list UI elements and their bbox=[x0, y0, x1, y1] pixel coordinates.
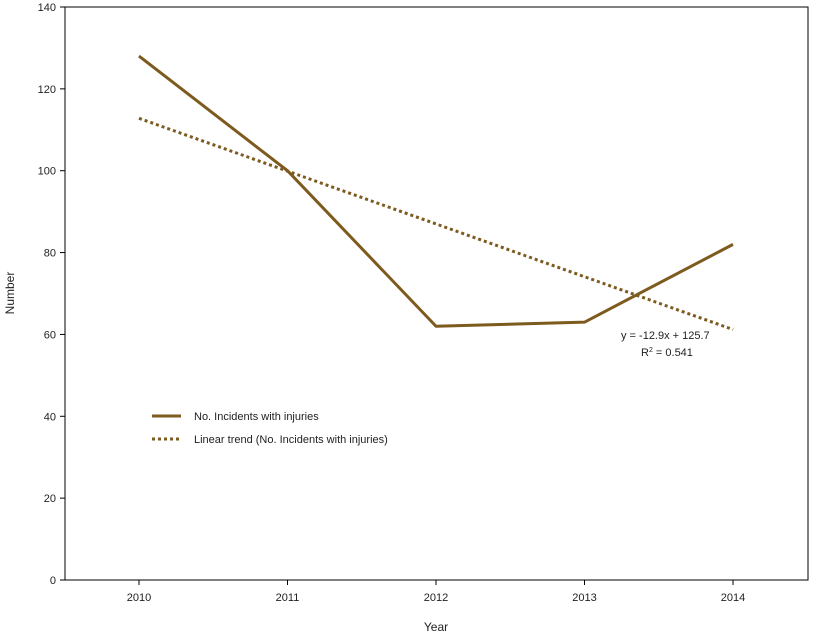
x-axis: 2010 2011 2012 2013 2014 bbox=[127, 580, 745, 604]
y-tick-label: 100 bbox=[38, 166, 56, 178]
y-tick-label: 40 bbox=[44, 411, 56, 423]
plot-area bbox=[64, 6, 809, 581]
y-tick-label: 60 bbox=[44, 329, 56, 341]
x-tick-label: 2011 bbox=[276, 592, 300, 604]
x-axis-title: Year bbox=[424, 620, 448, 634]
trend-equation: y = -12.9x + 125.7 bbox=[621, 330, 710, 342]
series-line-incidents bbox=[138, 54, 734, 328]
x-tick-label: 2010 bbox=[127, 592, 151, 604]
y-tick-label: 140 bbox=[38, 2, 56, 14]
legend-label-incidents: No. Incidents with injuries bbox=[194, 411, 319, 423]
trendline-annotation: y = -12.9x + 125.7 R2 = 0.541 bbox=[621, 330, 710, 359]
x-tick-label: 2012 bbox=[424, 592, 448, 604]
y-axis-title: Number bbox=[3, 272, 17, 315]
y-tick-label: 80 bbox=[44, 248, 56, 260]
x-tick-label: 2013 bbox=[572, 592, 596, 604]
legend-label-trend: Linear trend (No. Incidents with injurie… bbox=[194, 434, 388, 446]
y-tick-label: 0 bbox=[50, 575, 56, 587]
x-tick-label: 2014 bbox=[721, 592, 745, 604]
y-axis: 0 20 40 60 80 100 120 140 bbox=[38, 2, 65, 587]
y-tick-label: 120 bbox=[38, 84, 56, 96]
series-line-linear-trend bbox=[138, 116, 734, 331]
y-tick-label: 20 bbox=[44, 493, 56, 505]
legend: No. Incidents with injuries Linear trend… bbox=[152, 411, 388, 446]
series-layer bbox=[138, 54, 734, 331]
trend-r-squared: R2 = 0.541 bbox=[641, 347, 693, 359]
